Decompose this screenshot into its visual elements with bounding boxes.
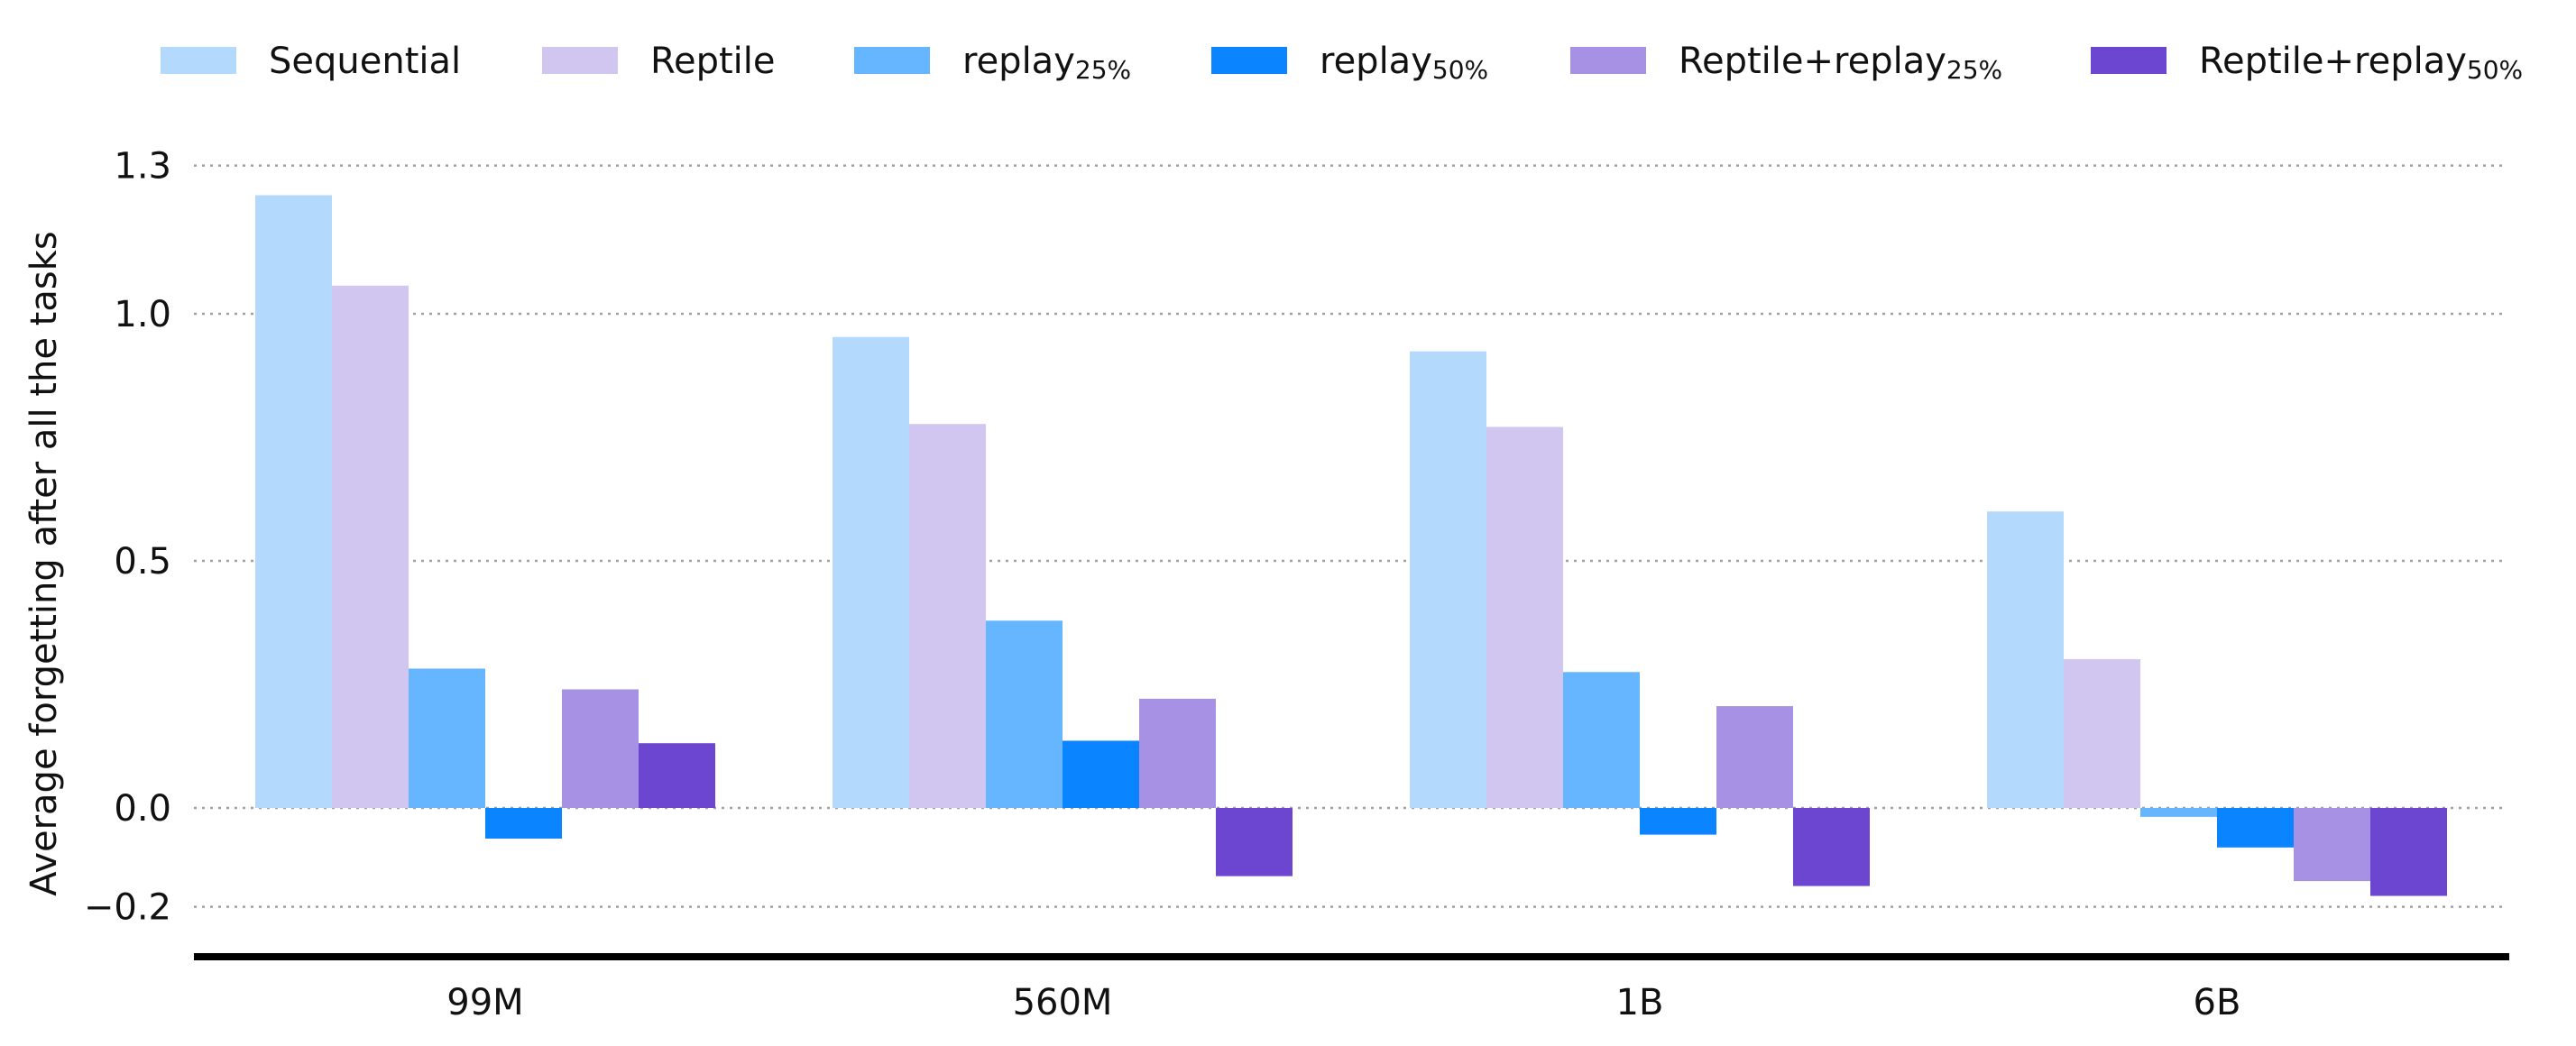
bars	[255, 195, 2447, 896]
bar-1B-series-1	[1486, 427, 1563, 808]
gridlines	[194, 164, 2503, 908]
bar-1B-series-2	[1563, 672, 1640, 808]
bar-1B-series-5	[1793, 808, 1870, 886]
bar-560M-series-4	[1139, 698, 1216, 808]
legend-swatch-1	[542, 47, 618, 74]
y-tick-label-4: −0.2	[84, 887, 171, 929]
bar-99M-series-0	[255, 195, 332, 809]
bar-99M-series-2	[409, 668, 485, 808]
legend-swatch-2	[854, 47, 930, 74]
bar-6B-series-3	[2217, 808, 2294, 848]
bar-1B-series-4	[1716, 706, 1793, 808]
x-tick-label-0: 99M	[446, 982, 523, 1023]
bar-99M-series-3	[485, 808, 562, 839]
legend-label-4: Reptile+replay25%	[1679, 41, 2002, 85]
legend-label-5: Reptile+replay50%	[2199, 41, 2523, 85]
bar-6B-series-2	[2140, 808, 2217, 817]
bar-6B-series-1	[2064, 659, 2140, 808]
x-axis-ticks: 99M 560M 1B 6B	[446, 982, 2240, 1023]
legend-swatch-4	[1570, 47, 1646, 74]
bar-1B-series-0	[1410, 351, 1486, 808]
bar-99M-series-1	[332, 285, 409, 808]
bar-99M-series-4	[562, 689, 639, 808]
x-tick-label-1: 560M	[1013, 982, 1113, 1023]
legend-swatch-3	[1211, 47, 1287, 74]
y-tick-label-0: 1.3	[114, 146, 171, 188]
bar-560M-series-5	[1216, 808, 1293, 876]
x-tick-label-3: 6B	[2194, 982, 2241, 1023]
y-tick-label-2: 0.5	[114, 541, 171, 583]
bar-6B-series-5	[2370, 808, 2447, 896]
legend-label-3: replay50%	[1320, 41, 1488, 85]
bar-560M-series-1	[909, 424, 986, 808]
bar-6B-series-4	[2294, 808, 2370, 882]
legend: Sequential Reptile replay25% replay50% Repti…	[161, 41, 2523, 85]
bar-1B-series-3	[1640, 808, 1716, 835]
bar-99M-series-5	[639, 743, 715, 808]
legend-label-0: Sequential	[269, 41, 461, 82]
y-axis-label: Average forgetting after all the tasks	[23, 231, 65, 895]
legend-swatch-5	[2091, 47, 2167, 74]
y-tick-label-1: 1.0	[114, 294, 171, 335]
y-tick-label-3: 0.0	[114, 788, 171, 830]
legend-label-1: Reptile	[650, 41, 776, 82]
legend-swatch-0	[161, 47, 236, 74]
bar-6B-series-0	[1987, 511, 2064, 808]
x-tick-label-2: 1B	[1616, 982, 1664, 1023]
bar-560M-series-2	[986, 620, 1063, 808]
y-axis-ticks: 1.3 1.0 0.5 0.0 −0.2	[84, 146, 171, 929]
legend-label-2: replay25%	[962, 41, 1131, 85]
bar-560M-series-0	[833, 336, 909, 809]
bar-560M-series-3	[1063, 740, 1139, 808]
